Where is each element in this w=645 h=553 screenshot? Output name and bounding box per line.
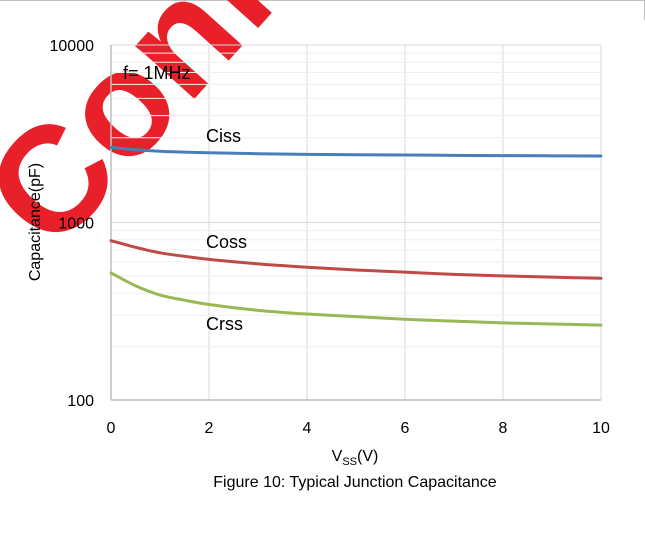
x-axis-label: VSS(V) [332, 448, 379, 468]
x-tick-label: 10 [592, 420, 610, 437]
y-axis-label: Capacitance(pF) [27, 163, 44, 281]
grid [110, 44, 602, 401]
x-tick-label: 4 [303, 420, 312, 437]
frequency-annotation: f= 1MHz [123, 63, 191, 83]
x-axis-label-unit: (V) [357, 448, 378, 465]
series-label-crss: Crss [206, 314, 243, 334]
y-tick-label: 1000 [58, 216, 94, 233]
y-tick-label: 100 [67, 393, 94, 410]
series-line-ciss [109, 145, 603, 158]
series-line-crss [109, 271, 603, 327]
series-label-ciss: Ciss [206, 126, 241, 146]
y-tick-label: 10000 [50, 38, 95, 55]
x-tick-label: 8 [499, 420, 508, 437]
series-label-coss: Coss [206, 232, 247, 252]
x-tick-label: 0 [107, 420, 116, 437]
x-axis-label-main: V [332, 448, 343, 465]
figure-caption: Figure 10: Typical Junction Capacitance [213, 474, 497, 491]
x-axis-label-sub: SS [342, 456, 357, 468]
tick-labels: 0 2 4 6 8 10 100 1000 10000 [50, 38, 611, 437]
x-tick-label: 6 [401, 420, 410, 437]
series-lines [109, 145, 603, 327]
x-tick-label: 2 [205, 420, 214, 437]
series-line-coss [109, 239, 603, 280]
